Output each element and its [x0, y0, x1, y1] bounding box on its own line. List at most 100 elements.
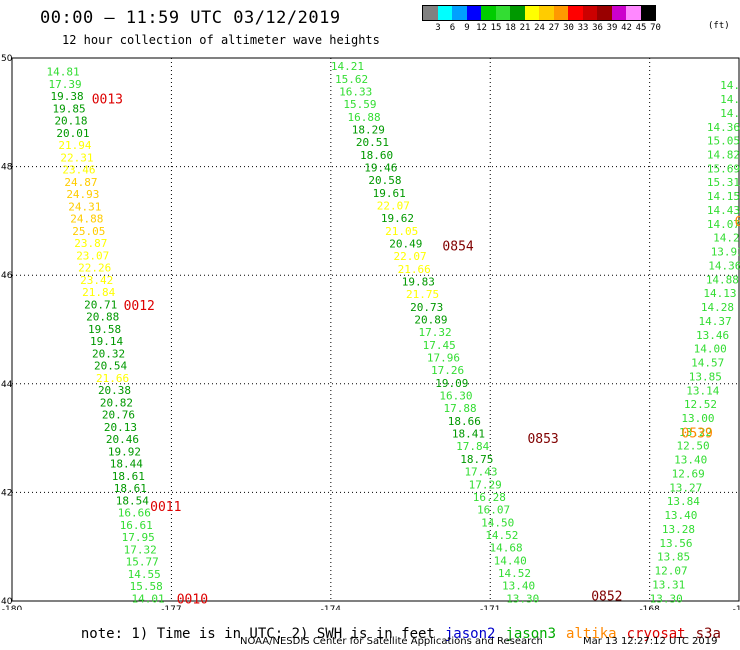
swh-value: 19.61	[373, 187, 406, 200]
swh-value: 17.84	[456, 440, 489, 453]
swh-value: 17.88	[444, 402, 477, 415]
legend-label: 70	[650, 23, 661, 33]
pass-time-label: 0012	[124, 299, 155, 314]
legend-label: 39	[606, 23, 618, 33]
swh-value: 13.30	[650, 592, 683, 605]
pass-time-label: 0853	[527, 432, 558, 447]
legend-unit: (ft)	[708, 21, 730, 31]
swh-value: 19.46	[364, 162, 397, 175]
swh-value: 12.69	[672, 467, 705, 480]
legend-swatch	[495, 6, 510, 20]
satellite-legend-cryosat: cryosat	[626, 626, 686, 642]
swh-value: 13.85	[657, 551, 690, 564]
swh-value: 14.50	[481, 516, 514, 529]
swh-value: 15.05	[707, 135, 740, 148]
swh-value: 14.81	[47, 66, 80, 79]
swh-value: 13.31	[652, 578, 685, 591]
swh-value: 13.27	[669, 481, 702, 494]
swh-value: 25.05	[72, 225, 105, 238]
legend-labels: 3 6 9 12 15 18 21 24 27 30 33 36 39 42 45 70	[422, 21, 661, 35]
swh-value: 21.66	[96, 372, 129, 385]
map-frame	[11, 57, 740, 602]
swh-value: 14.	[720, 79, 740, 92]
swh-value: 22.07	[377, 200, 410, 213]
swh-value: 17.32	[124, 543, 157, 556]
swh-value: 19.58	[88, 323, 121, 336]
satellite-legend-jason3: jason3	[505, 626, 557, 642]
swh-value: 17.45	[423, 339, 456, 352]
note-text: note: 1) Time is in UTC; 2) SWH is in fe…	[80, 626, 435, 642]
swh-value: 17.29	[469, 478, 502, 491]
note-row: note: 1) Time is in UTC; 2) SWH is in fe…	[64, 610, 731, 642]
legend-swatch	[597, 6, 612, 20]
swh-value: 14.13	[703, 287, 736, 300]
lat-tick-label: 42	[1, 488, 12, 498]
swh-value: 20.18	[54, 115, 87, 128]
swh-value: 14.37	[698, 315, 731, 328]
legend-label: 3	[435, 23, 441, 33]
swh-value: 21.05	[385, 225, 418, 238]
satellite-legend-s3a: s3a	[695, 626, 721, 642]
swh-value: 14.15	[707, 190, 740, 203]
page-title: 00:00 – 11:59 UTC 03/12/2019	[40, 8, 341, 28]
swh-value: 20.38	[98, 384, 131, 397]
swh-value: 15.62	[335, 73, 368, 86]
swh-value: 20.49	[389, 238, 422, 251]
lat-tick-label: 48	[1, 163, 13, 173]
pass-time-label: 0539	[682, 427, 713, 442]
legend-label: 21	[519, 23, 531, 33]
swh-value: 12.07	[655, 565, 688, 578]
swh-value: 18.61	[114, 482, 147, 495]
legend-color-bar	[422, 5, 656, 21]
swh-value: 20.51	[356, 136, 389, 149]
legend-swatch	[437, 6, 452, 20]
swh-value: 13.84	[667, 495, 700, 508]
pass-time-label: 0852	[591, 590, 622, 605]
swh-value: 23.07	[76, 249, 109, 262]
swh-value: 16.07	[477, 504, 510, 517]
swh-value: 19.92	[108, 445, 141, 458]
swh-value: 14.01	[132, 592, 165, 605]
swh-value: 12.52	[684, 398, 717, 411]
legend-swatch	[452, 6, 467, 20]
legend-swatch	[640, 6, 655, 20]
legend-label: 12	[476, 23, 487, 33]
swh-value: 13.28	[662, 523, 695, 536]
swh-value: 17.32	[419, 326, 452, 339]
swh-value: 13.40	[664, 509, 697, 522]
swh-value: 14.36	[708, 259, 740, 272]
swh-value: 17.26	[431, 364, 464, 377]
legend-swatch	[524, 6, 539, 20]
swh-value: 23.42	[80, 274, 113, 287]
swh-value: 18.44	[110, 458, 143, 471]
swh-value: 14.43	[707, 204, 740, 217]
lon-tick-label: -177	[161, 605, 181, 610]
swh-value: 15.77	[126, 556, 159, 569]
lat-tick-label: 44	[1, 380, 13, 390]
wave-height-map: -180 -177 -174 -171 -168 -16 50 48 46 44 42 40 14.81…	[1, 54, 740, 610]
swh-value: 24.87	[64, 176, 97, 189]
swh-value: 14.23	[713, 232, 740, 245]
swh-value: 16.61	[120, 519, 153, 532]
swh-value: 24.31	[68, 200, 101, 213]
swh-value: 14.00	[694, 343, 727, 356]
swh-value: 22.26	[78, 262, 111, 275]
footer-credit: NOAA/NESDIS Center for Satellite Applica…	[240, 636, 543, 647]
legend-swatch	[423, 6, 438, 20]
swh-value: 20.58	[368, 174, 401, 187]
legend-label: 30	[563, 23, 574, 33]
legend-swatch	[568, 6, 583, 20]
swh-value: 22.07	[393, 250, 426, 263]
legend-swatch	[582, 6, 597, 20]
swh-value: 19.85	[52, 102, 85, 115]
swh-value: 13.85	[689, 370, 722, 383]
swh-value: 20.01	[56, 127, 89, 140]
swh-value: 20.13	[104, 421, 137, 434]
swh-value: 19.38	[50, 90, 83, 103]
swh-value: 19.14	[90, 335, 123, 348]
swh-value: 23.46	[62, 164, 95, 177]
swh-value: 18.60	[360, 149, 393, 162]
swh-value: 13.30	[506, 592, 539, 605]
swh-value: 12.50	[677, 440, 710, 453]
pass-time-label: 0013	[92, 93, 123, 108]
